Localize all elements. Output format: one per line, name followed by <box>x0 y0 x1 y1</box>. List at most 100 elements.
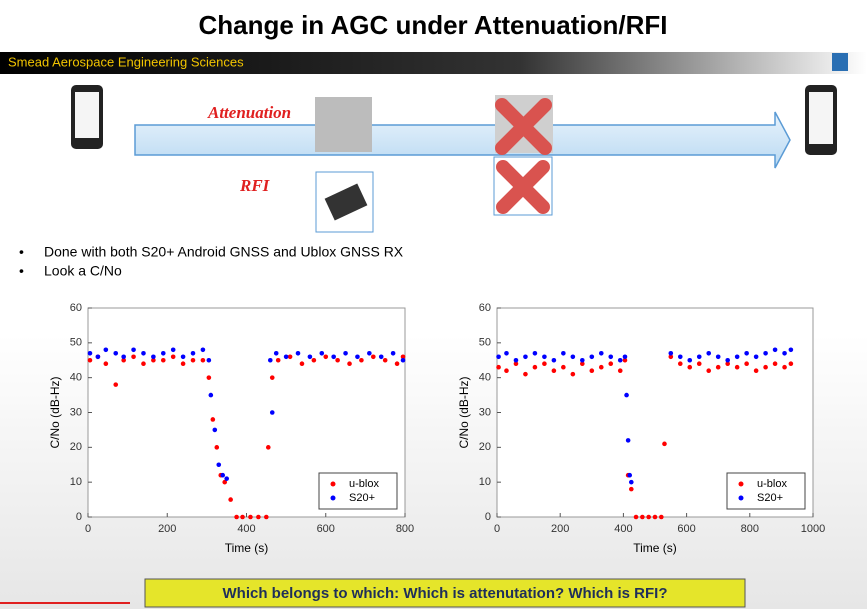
point <box>523 371 528 377</box>
point <box>523 354 528 360</box>
point <box>367 350 372 356</box>
point <box>734 364 740 370</box>
point <box>496 364 501 370</box>
question: Which belongs to which: Which is attenut… <box>223 585 668 602</box>
x-axis-label: Time (s) <box>225 541 269 555</box>
point <box>160 357 166 363</box>
point <box>359 357 364 363</box>
point <box>95 354 101 360</box>
banner <box>0 52 867 74</box>
point <box>190 350 196 356</box>
point <box>551 368 557 374</box>
point <box>87 357 93 363</box>
y-tick-label: 0 <box>76 511 82 523</box>
legend-marker <box>330 481 336 487</box>
point <box>343 350 348 356</box>
point <box>180 354 186 360</box>
point <box>753 368 759 374</box>
point <box>151 357 156 363</box>
point <box>646 514 651 520</box>
phone-screen <box>809 92 833 144</box>
point <box>677 354 683 360</box>
point <box>228 497 233 502</box>
point <box>170 354 176 360</box>
point <box>382 357 388 363</box>
point <box>532 350 538 356</box>
y-axis-label: C/No (dB-Hz) <box>48 376 62 448</box>
y-tick-label: 40 <box>70 372 82 384</box>
point <box>696 354 702 360</box>
point <box>131 354 136 360</box>
red-x <box>496 160 550 214</box>
point <box>319 350 325 356</box>
point <box>715 354 721 360</box>
point <box>265 445 271 450</box>
point <box>141 350 146 356</box>
logo <box>832 53 848 71</box>
attenuator-image <box>315 97 372 152</box>
point <box>677 361 683 367</box>
point <box>141 361 146 367</box>
point <box>113 350 119 356</box>
point <box>662 441 667 447</box>
point <box>206 375 212 380</box>
x-axis-label: Time (s) <box>633 541 677 555</box>
x-tick-label: 800 <box>741 523 759 535</box>
label-rfi: RFI <box>239 176 271 195</box>
point <box>180 361 186 367</box>
point <box>696 361 702 367</box>
point <box>400 354 406 360</box>
point <box>200 357 206 363</box>
point <box>200 347 206 353</box>
y-tick-label: 30 <box>479 406 491 418</box>
point <box>347 361 352 367</box>
point <box>542 361 547 367</box>
bullet-text: Look a C/No <box>44 263 122 279</box>
point <box>561 364 566 370</box>
point <box>744 350 749 356</box>
x-tick-label: 400 <box>237 523 255 535</box>
point <box>782 364 787 370</box>
point <box>496 354 501 360</box>
y-tick-label: 10 <box>70 476 82 488</box>
point <box>190 357 196 363</box>
point <box>580 357 585 363</box>
legend <box>726 472 806 510</box>
x-tick-label: 1000 <box>801 523 825 535</box>
point <box>624 392 629 398</box>
point <box>668 350 674 356</box>
question-box <box>144 578 746 608</box>
y-tick-label: 30 <box>70 406 82 418</box>
point <box>659 514 664 520</box>
point <box>222 479 228 485</box>
point <box>627 472 633 478</box>
point <box>378 354 384 360</box>
point <box>400 357 406 363</box>
phone-screen <box>75 92 99 138</box>
point <box>267 357 273 363</box>
point <box>311 357 317 363</box>
point <box>598 364 604 370</box>
point <box>240 514 245 520</box>
y-tick-label: 60 <box>70 302 82 314</box>
point <box>668 354 674 360</box>
bullet-text: Done with both S20+ Android GNSS and Ubl… <box>44 244 404 260</box>
point <box>788 361 794 367</box>
legend-label: u-blox <box>757 478 787 490</box>
point <box>788 347 794 353</box>
point <box>103 347 109 353</box>
point <box>299 361 305 367</box>
point <box>617 357 623 363</box>
point <box>160 350 166 356</box>
point <box>504 350 509 356</box>
y-axis-label: C/No (dB-Hz) <box>457 376 471 448</box>
point <box>121 354 126 360</box>
y-tick-label: 60 <box>479 302 491 314</box>
y-tick-label: 40 <box>479 372 491 384</box>
point <box>622 354 628 360</box>
point <box>371 354 376 360</box>
point <box>206 357 212 363</box>
point <box>331 354 336 360</box>
point <box>561 350 566 356</box>
point <box>734 354 740 360</box>
